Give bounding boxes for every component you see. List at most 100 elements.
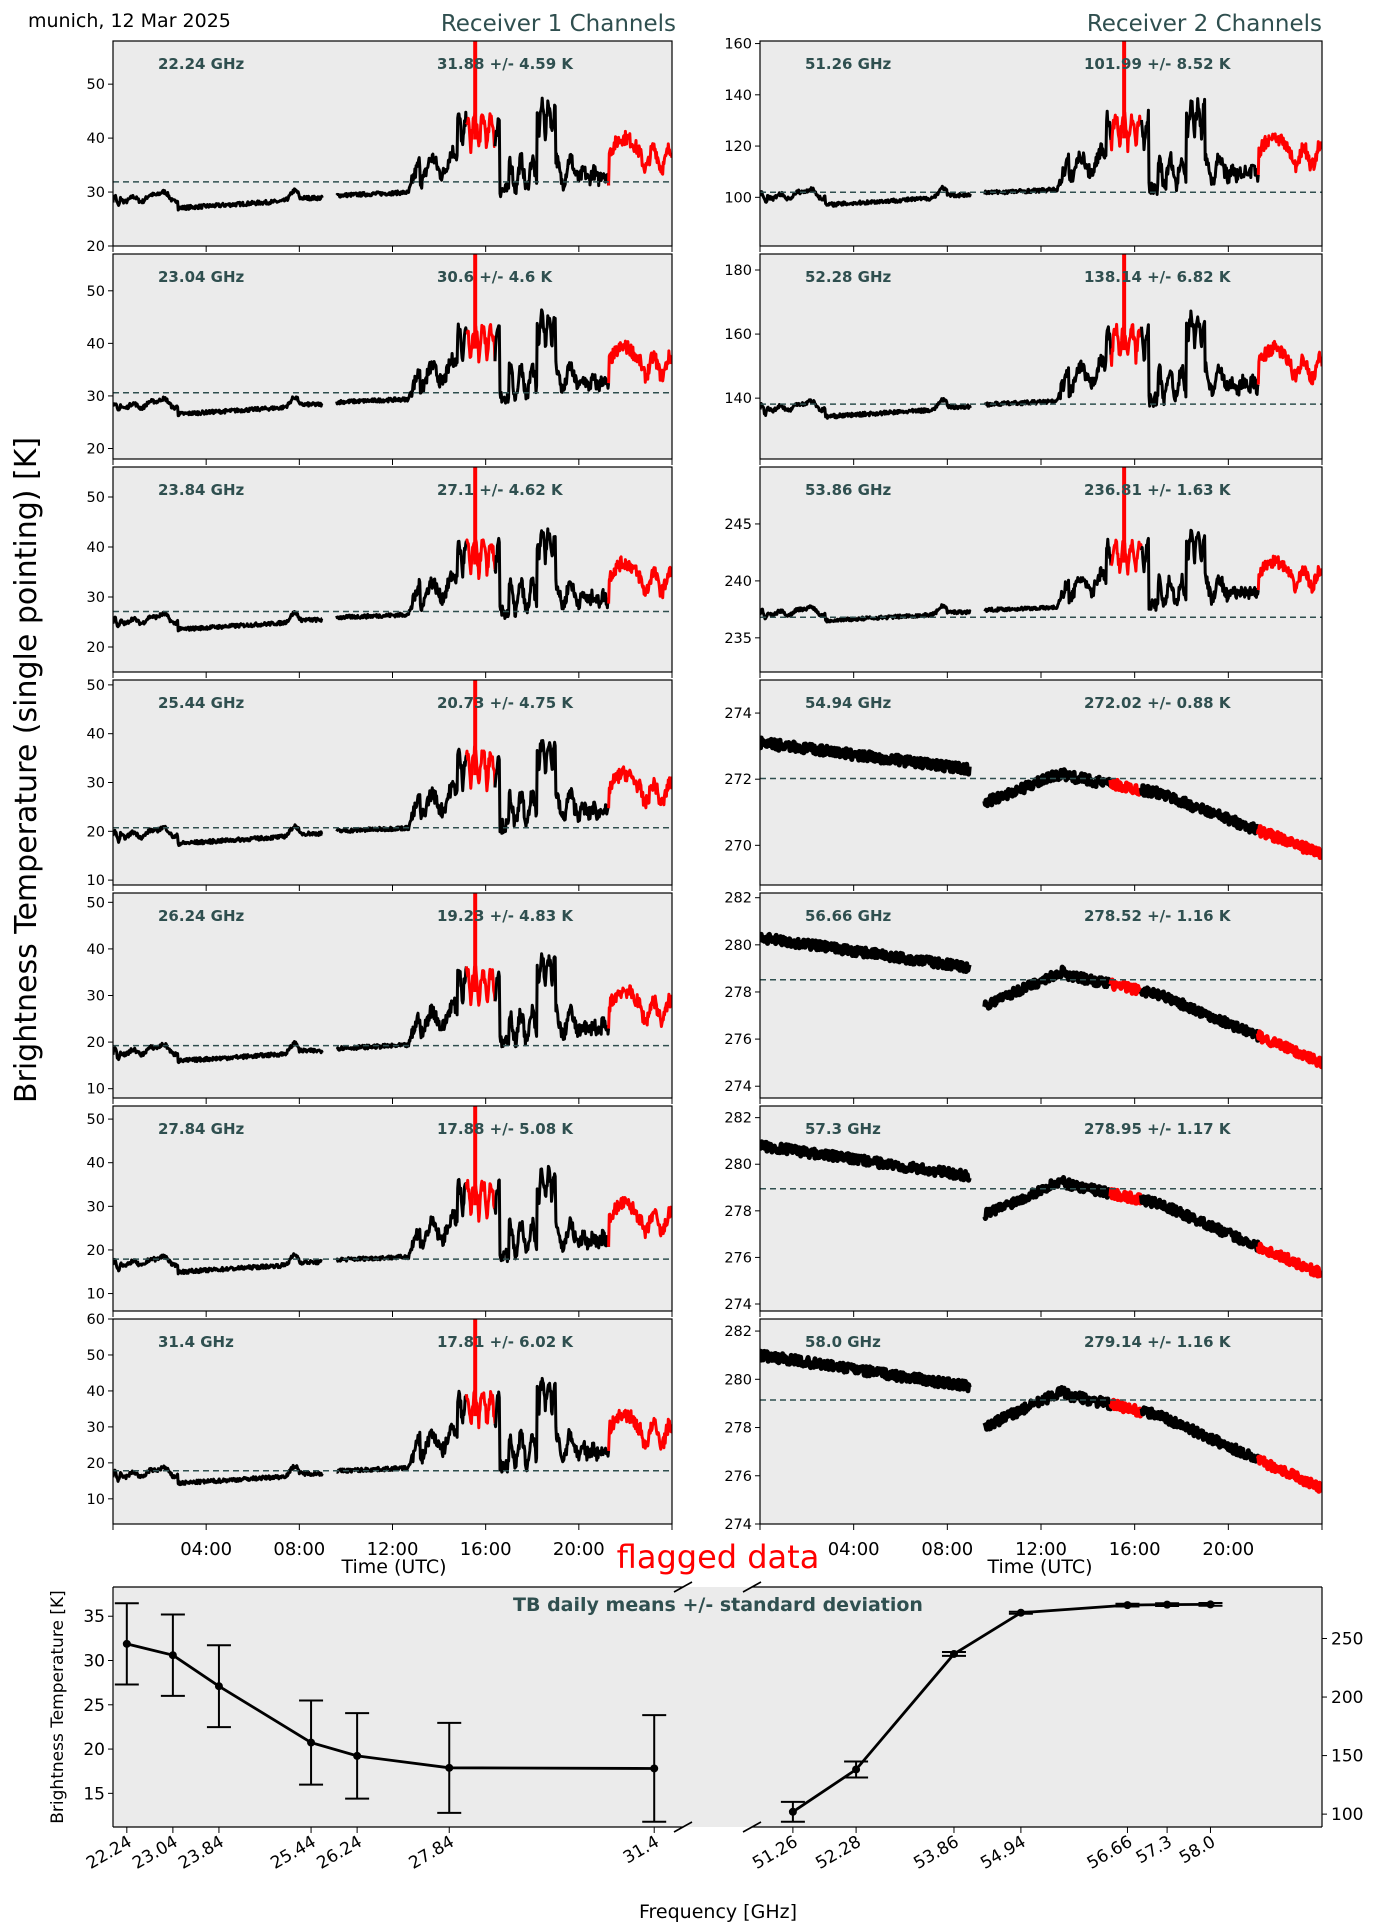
channel-stats-label: 17.88 +/- 5.08 K xyxy=(437,1120,574,1138)
channel-frequency-label: 53.86 GHz xyxy=(805,481,892,499)
y-tick-label: 40 xyxy=(87,1384,105,1400)
y-tick-label: 274 xyxy=(724,1297,752,1313)
channel-panel: 20 30 40 50 22.24 GHz 31.88 +/- 4.59 K xyxy=(87,40,673,255)
channel-frequency-label: 57.3 GHz xyxy=(805,1120,881,1138)
data-point xyxy=(788,1807,797,1816)
series-line xyxy=(113,187,324,212)
channel-panel: 10 20 30 40 50 25.44 GHz 20.73 +/- 4.75 K xyxy=(87,678,673,891)
series-line xyxy=(493,952,611,1049)
y-tick-label: 276 xyxy=(724,1032,752,1048)
series-line xyxy=(335,110,468,199)
panel-background xyxy=(113,1106,672,1311)
data-point xyxy=(353,1751,362,1760)
flagged-series-line xyxy=(607,555,672,604)
y-tick-label: 282 xyxy=(724,1324,752,1340)
y-tick-label: 30 xyxy=(87,590,105,606)
y-tick-label: 30 xyxy=(87,776,105,792)
x-tick-label: 12:00 xyxy=(367,1539,419,1560)
flagged-series-line xyxy=(1108,977,1144,997)
channel-stats-label: 278.52 +/- 1.16 K xyxy=(1084,907,1232,925)
y-tick-label: 40 xyxy=(87,131,105,147)
series-line xyxy=(982,964,1114,1011)
y-tick-label: 30 xyxy=(83,1652,105,1672)
flagged-series-line xyxy=(1108,777,1144,797)
channel-panel: 10 20 30 40 50 27.84 GHz 17.88 +/- 5.08 K xyxy=(87,1105,673,1317)
channel-panel: 20 30 40 50 23.04 GHz 30.6 +/- 4.6 K xyxy=(87,253,673,465)
y-tick-label: 50 xyxy=(87,77,105,93)
x-tick-label: 51.26 xyxy=(749,1832,801,1874)
receiver1-panels: 20 30 40 50 22.24 GHz 31.88 +/- 4.59 K 20 30 40 5… xyxy=(87,40,673,1560)
panel-background xyxy=(113,254,672,459)
y-tick-label: 278 xyxy=(724,1204,752,1220)
summary-title: TB daily means +/- standard deviation xyxy=(513,1594,923,1616)
panel-background xyxy=(113,680,672,885)
x-tick-label: 52.28 xyxy=(812,1832,864,1874)
panel-background xyxy=(760,467,1322,672)
flagged-series-line xyxy=(607,129,672,186)
y-tick-label: 50 xyxy=(87,1348,105,1364)
y-tick-label: 235 xyxy=(724,631,752,647)
receiver2-panels: 100 120 140 160 51.26 GHz 101.99 +/- 8.52 K 14… xyxy=(724,37,1323,1560)
y-tick-label: 40 xyxy=(87,727,105,743)
flagged-series-line xyxy=(1255,1454,1322,1494)
flagged-series-line xyxy=(464,1389,497,1430)
data-point xyxy=(650,1764,659,1773)
shared-y-axis-label: Brightness Temperature (single pointing)… xyxy=(9,437,44,1103)
x-tick-label: 23.84 xyxy=(175,1832,227,1874)
y-tick-label: 274 xyxy=(724,1517,752,1533)
y-tick-label: 278 xyxy=(724,1421,752,1437)
data-point xyxy=(1016,1608,1025,1617)
x-tick-label: 25.44 xyxy=(267,1832,319,1874)
x-tick-label: 04:00 xyxy=(828,1539,880,1560)
channel-stats-label: 20.73 +/- 4.75 K xyxy=(437,694,574,712)
y-tick-label: 50 xyxy=(87,1112,105,1128)
x-tick-label: 08:00 xyxy=(921,1539,973,1560)
y-tick-label: 250 xyxy=(1331,1630,1363,1650)
y-tick-label: 10 xyxy=(87,1082,105,1098)
data-point xyxy=(1123,1601,1132,1610)
series-line xyxy=(760,184,972,208)
y-tick-label: 20 xyxy=(87,1243,105,1259)
y-tick-label: 160 xyxy=(724,327,752,343)
summary-y-axis-label: Brightness Temperature [K] xyxy=(48,1590,68,1823)
y-tick-label: 20 xyxy=(87,824,105,840)
channel-frequency-label: 23.04 GHz xyxy=(158,268,245,286)
series-line xyxy=(1139,985,1261,1043)
axis-break-mark xyxy=(742,1821,762,1833)
flagged-series-line xyxy=(1108,1187,1144,1206)
panel-background xyxy=(113,1319,672,1524)
x-tick-label: 12:00 xyxy=(1015,1539,1067,1560)
channel-panel: 140 160 180 52.28 GHz 138.14 +/- 6.82 K xyxy=(724,253,1323,465)
data-point xyxy=(168,1651,177,1660)
x-tick-label: 23.04 xyxy=(129,1832,181,1874)
flagged-series-line xyxy=(464,745,497,793)
receiver1-title: Receiver 1 Channels xyxy=(441,11,676,37)
y-tick-label: 20 xyxy=(87,1456,105,1472)
series-line xyxy=(1139,1194,1261,1253)
flagged-series-line xyxy=(1256,339,1322,386)
channel-stats-label: 278.95 +/- 1.17 K xyxy=(1084,1120,1232,1138)
y-tick-label: 30 xyxy=(87,1199,105,1215)
y-tick-label: 274 xyxy=(724,706,752,722)
series-line xyxy=(335,539,468,621)
y-tick-label: 50 xyxy=(87,284,105,300)
channel-frequency-label: 27.84 GHz xyxy=(158,1120,245,1138)
x-tick-label: 53.86 xyxy=(910,1832,962,1874)
channel-stats-label: 17.81 +/- 6.02 K xyxy=(437,1333,574,1351)
series-line xyxy=(983,109,1113,196)
panel-background xyxy=(113,41,672,246)
channel-panel: 100 120 140 160 51.26 GHz 101.99 +/- 8.52 K xyxy=(724,37,1323,252)
flagged-series-line xyxy=(607,984,672,1029)
flagged-series-line xyxy=(1255,1241,1322,1279)
channel-panel: 10 20 30 40 50 60 31.4 GHz 17.81 +/- 6.02 K 04:0… xyxy=(87,1312,673,1560)
series-line xyxy=(113,395,324,418)
series-line xyxy=(493,739,610,835)
series-line xyxy=(982,767,1114,809)
axis-break-mark xyxy=(742,1581,762,1593)
series-line xyxy=(493,527,611,620)
series-line xyxy=(760,735,972,777)
channel-stats-label: 19.23 +/- 4.83 K xyxy=(437,907,574,925)
flagged-series-line xyxy=(1256,132,1322,175)
panel-background xyxy=(760,1106,1322,1311)
